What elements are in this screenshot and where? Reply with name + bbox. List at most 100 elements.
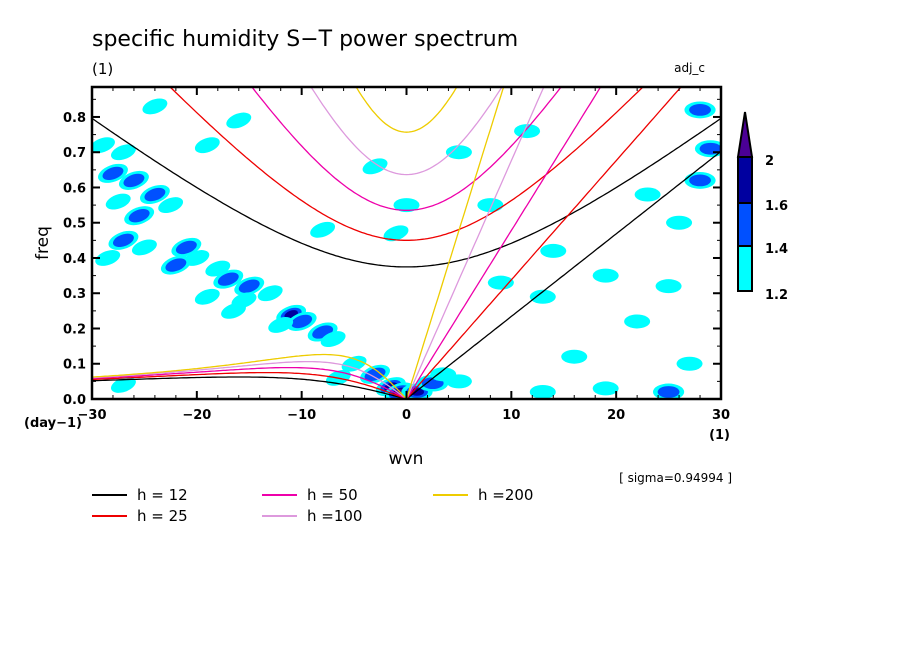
y-tick-label: 0.3 — [63, 287, 86, 302]
contour-patch-level-2 — [217, 272, 239, 286]
y-axis-unit: (day−1) — [24, 416, 82, 431]
contour-patch-level-1 — [445, 374, 472, 389]
contour-patch-level-2 — [689, 104, 711, 116]
colorbar-label: 1.6 — [765, 199, 788, 214]
contour-patch-level-1 — [310, 221, 336, 238]
contour-patch-level-1 — [111, 376, 136, 393]
sigma-annotation: [ sigma=0.94994 ] — [619, 471, 732, 485]
colorbar-extend-arrow — [736, 111, 754, 158]
contour-patch-level-2 — [175, 240, 197, 255]
rossby-curve-h12 — [92, 376, 407, 399]
contour-patch-level-2 — [123, 173, 145, 188]
x-tick-label: −10 — [287, 408, 316, 423]
contour-patch-level-1 — [92, 137, 115, 154]
legend-label-h50: h = 50 — [307, 486, 358, 504]
contour-patch-level-1 — [592, 268, 619, 283]
colorbar-label: 1.4 — [765, 242, 788, 257]
contour-patch-level-1 — [194, 288, 220, 305]
contour-patch-level-2 — [291, 314, 313, 329]
y-tick-label: 0.4 — [63, 252, 86, 267]
contour-patch-level-1 — [655, 279, 682, 294]
y-tick-label: 0.5 — [63, 217, 86, 232]
contour-patch-level-1 — [362, 158, 388, 175]
contour-patch-level-1 — [226, 112, 252, 129]
kelvin-curve-h25 — [406, 87, 682, 399]
units-label-left: (1) — [92, 60, 113, 78]
x-axis-unit: (1) — [709, 428, 730, 443]
contour-patch-level-2 — [689, 174, 711, 187]
contour-patch-level-2 — [364, 367, 386, 381]
experiment-label: adj_c — [674, 61, 705, 75]
x-tick-label: 30 — [712, 408, 730, 423]
x-tick-label: −20 — [182, 408, 211, 423]
x-tick-label: −30 — [78, 408, 107, 423]
colorbar-segment — [737, 245, 753, 292]
contour-patch-level-1 — [634, 187, 661, 202]
contour-patch-level-1 — [320, 331, 346, 348]
dispersion-curves-layer — [92, 87, 721, 399]
colorbar-label: 1.2 — [765, 288, 788, 303]
contour-patch-level-1 — [666, 215, 693, 230]
kelvin-curve-h200 — [405, 87, 505, 399]
kelvin-curve-h12 — [406, 150, 721, 399]
contour-patch-level-1 — [268, 317, 294, 333]
contour-patch-level-1 — [477, 198, 504, 213]
legend: h = 12 h = 25 h = 50 h =100 h =200 — [92, 486, 533, 525]
gravity-curve-h200 — [355, 87, 458, 133]
contour-patch-level-1 — [194, 137, 220, 154]
y-axis-label: freq — [33, 226, 53, 260]
contour-patch-level-1 — [529, 384, 556, 399]
contour-patch-level-1 — [341, 355, 367, 372]
x-tick-label: 0 — [402, 408, 411, 423]
legend-label-h100: h =100 — [307, 507, 362, 525]
contour-patch-level-1 — [95, 250, 121, 266]
contour-patch-level-2 — [165, 258, 187, 272]
contour-patch-level-1 — [393, 198, 420, 213]
contour-patch-level-1 — [624, 314, 651, 329]
contour-patch-level-1 — [257, 285, 283, 302]
legend-label-h200: h =200 — [478, 486, 533, 504]
colorbar-segment — [737, 156, 753, 204]
rossby-curve-h25 — [92, 371, 407, 399]
gravity-curve-h100 — [310, 87, 503, 176]
x-tick-label: 10 — [502, 408, 520, 423]
x-axis-label: wvn — [389, 449, 424, 469]
axis-ticks: −30 −20 −10 0 10 20 30 0.0 0.1 0.2 0.3 0.4 0.5 0.6 0.7… — [63, 87, 730, 423]
colorbar-segment — [737, 202, 753, 247]
legend-label-h12: h = 12 — [137, 486, 188, 504]
y-tick-label: 0.2 — [63, 322, 86, 337]
contour-patch-level-1 — [445, 145, 472, 160]
y-tick-label: 0.0 — [63, 393, 86, 408]
rossby-curve-h100 — [92, 360, 407, 399]
colorbar: 1.2 1.4 1.6 2 — [736, 111, 788, 303]
contour-patch-level-1 — [540, 243, 567, 258]
legend-label-h25: h = 25 — [137, 507, 188, 525]
contour-patch-level-1 — [383, 225, 409, 242]
x-tick-label: 20 — [607, 408, 625, 423]
contour-fill-layer — [92, 98, 721, 399]
gravity-curve-h25 — [169, 87, 644, 241]
contour-patch-level-1 — [487, 275, 514, 290]
contour-patch-level-1 — [529, 289, 556, 304]
chart-title: specific humidity S−T power spectrum — [92, 27, 518, 52]
contour-patch-level-1 — [514, 124, 541, 139]
colorbar-label: 2 — [765, 154, 774, 169]
contour-patch-level-1 — [105, 193, 131, 210]
contour-patch-level-1 — [561, 349, 588, 364]
kelvin-curve-h100 — [405, 87, 545, 399]
contour-patch-level-2 — [112, 233, 134, 248]
y-tick-label: 0.6 — [63, 181, 86, 196]
gravity-curve-h50 — [251, 87, 562, 211]
contour-patch-level-2 — [102, 166, 124, 181]
contour-patch-level-1 — [221, 302, 246, 319]
contour-patch-level-1 — [676, 356, 703, 371]
contour-patch-level-1 — [131, 239, 157, 256]
contour-patch-level-2 — [657, 386, 680, 398]
contour-patch-level-1 — [592, 381, 619, 396]
y-tick-label: 0.8 — [63, 111, 86, 126]
contour-patch-level-1 — [111, 144, 136, 161]
contour-patch-level-2 — [128, 209, 150, 223]
rossby-curve-h50 — [92, 366, 407, 399]
gravity-curve-h12 — [92, 117, 721, 268]
